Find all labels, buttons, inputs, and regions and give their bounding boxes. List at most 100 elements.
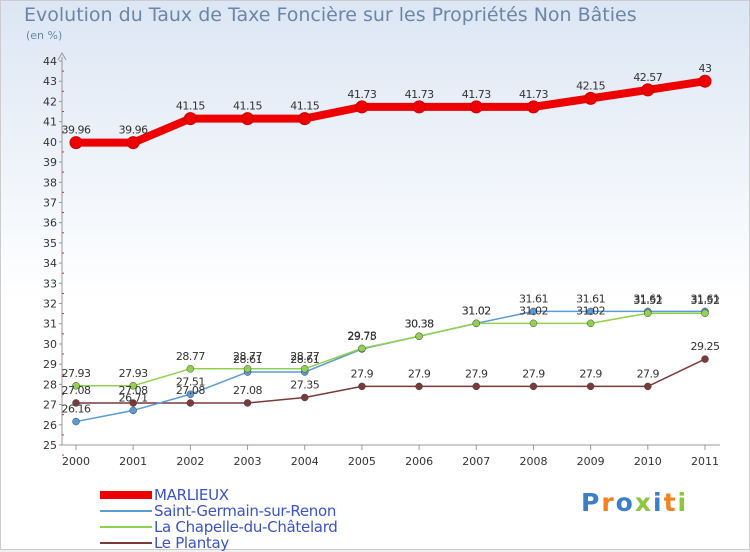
x-tick-label: 2003	[234, 455, 262, 468]
y-tick-label: 29	[43, 358, 57, 371]
data-label: 29.75	[347, 330, 376, 343]
data-label: 31.02	[576, 304, 605, 317]
y-tick-label: 40	[43, 136, 57, 149]
proxiti-logo: Proxiti	[581, 488, 688, 517]
y-tick-label: 28	[43, 378, 57, 391]
data-point	[529, 307, 538, 316]
data-label: 39.96	[119, 124, 148, 137]
data-point	[126, 136, 140, 150]
data-point	[412, 100, 426, 114]
data-label: 31.52	[633, 294, 662, 307]
data-point	[298, 112, 312, 126]
x-tick-label: 2004	[291, 455, 319, 468]
data-point	[586, 382, 595, 391]
data-label: 28.61	[290, 353, 319, 366]
data-point	[186, 390, 195, 399]
data-label: 27.93	[62, 367, 91, 380]
series-saint-germain-sur-renon	[72, 307, 709, 426]
legend-swatch	[100, 491, 152, 499]
y-axis-arrow	[57, 51, 67, 61]
data-label: 29.78	[347, 329, 376, 342]
y-tick-label: 34	[43, 257, 57, 270]
data-label: 42.15	[576, 79, 605, 92]
data-point	[72, 417, 80, 426]
y-tick-label: 38	[43, 176, 57, 189]
data-point	[300, 365, 309, 373]
y-tick-label: 31	[43, 318, 57, 331]
legend-swatch	[100, 510, 152, 512]
data-label: 41.15	[176, 100, 205, 113]
data-point	[300, 393, 309, 402]
x-tick-label: 2005	[348, 455, 376, 468]
series-line	[75, 358, 706, 404]
data-label: 28.77	[233, 350, 262, 363]
data-point	[529, 319, 538, 328]
data-label: 27.08	[176, 384, 205, 397]
data-label: 27.9	[351, 367, 374, 380]
data-point	[701, 309, 709, 317]
data-point	[701, 355, 709, 363]
x-tick-label: 2002	[176, 455, 204, 468]
data-label: 27.93	[119, 367, 148, 380]
data-point	[586, 307, 595, 316]
data-point	[186, 399, 195, 407]
data-label: 29.25	[691, 340, 720, 353]
y-tick-label: 32	[43, 298, 57, 311]
data-label: 31.61	[691, 292, 720, 305]
data-point	[472, 382, 481, 391]
data-point	[698, 74, 712, 88]
legend-swatch	[100, 542, 152, 544]
data-label: 31.02	[462, 304, 491, 317]
data-point	[355, 100, 369, 114]
data-point	[72, 382, 80, 390]
data-point	[129, 382, 137, 390]
data-point	[526, 100, 540, 114]
data-labels: 39.96 39.96 41.15 41.15 41.15 41.73 41.73 41.73…	[62, 62, 721, 416]
data-point	[586, 319, 595, 328]
data-label: 27.9	[465, 367, 488, 380]
data-label: 31.61	[633, 292, 662, 305]
data-point	[529, 382, 538, 391]
legend-label: Le Plantay	[154, 534, 229, 552]
data-point	[358, 382, 366, 391]
data-label: 41.73	[405, 88, 434, 101]
logo-letter: i	[677, 488, 689, 517]
legend-label: Saint-Germain-sur-Renon	[154, 502, 337, 520]
data-label: 26.16	[62, 403, 91, 416]
data-label: 30.38	[405, 317, 434, 330]
legend-label: La Chapelle-du-Châtelard	[154, 518, 338, 536]
logo-letter: x	[634, 488, 653, 517]
x-tick-label: 2006	[405, 455, 433, 468]
y-tick-label: 42	[43, 95, 57, 108]
data-point	[644, 309, 652, 317]
data-label: 27.9	[522, 367, 545, 380]
data-label: 31.02	[519, 304, 548, 317]
x-tick-label: 2000	[62, 455, 90, 468]
data-point	[641, 83, 655, 97]
data-label: 39.96	[62, 124, 91, 137]
logo-letter: o	[615, 488, 635, 517]
y-tick-label: 37	[43, 196, 57, 209]
data-label: 42.57	[633, 71, 662, 84]
data-point	[415, 332, 423, 341]
data-point	[129, 399, 137, 407]
series-line	[75, 312, 706, 387]
y-tick-label: 41	[43, 116, 57, 129]
data-label: 30.38	[405, 317, 434, 330]
data-point	[243, 399, 252, 407]
data-point	[241, 112, 255, 126]
legend-label: MARLIEUX	[154, 486, 229, 504]
unit-label: (en %)	[26, 29, 63, 42]
data-label: 41.15	[233, 100, 262, 113]
chart-title: Evolution du Taux de Taxe Foncière sur l…	[24, 4, 637, 26]
data-point	[243, 365, 252, 373]
y-tick-label: 35	[43, 237, 57, 250]
data-label: 27.08	[62, 384, 91, 397]
series-marlieux	[69, 74, 712, 150]
data-label: 31.61	[519, 292, 548, 305]
data-label: 41.73	[519, 88, 548, 101]
y-tick-label: 26	[43, 419, 57, 432]
data-point	[644, 382, 652, 391]
data-label: 43	[699, 62, 712, 75]
x-tick-label: 2009	[577, 455, 605, 468]
